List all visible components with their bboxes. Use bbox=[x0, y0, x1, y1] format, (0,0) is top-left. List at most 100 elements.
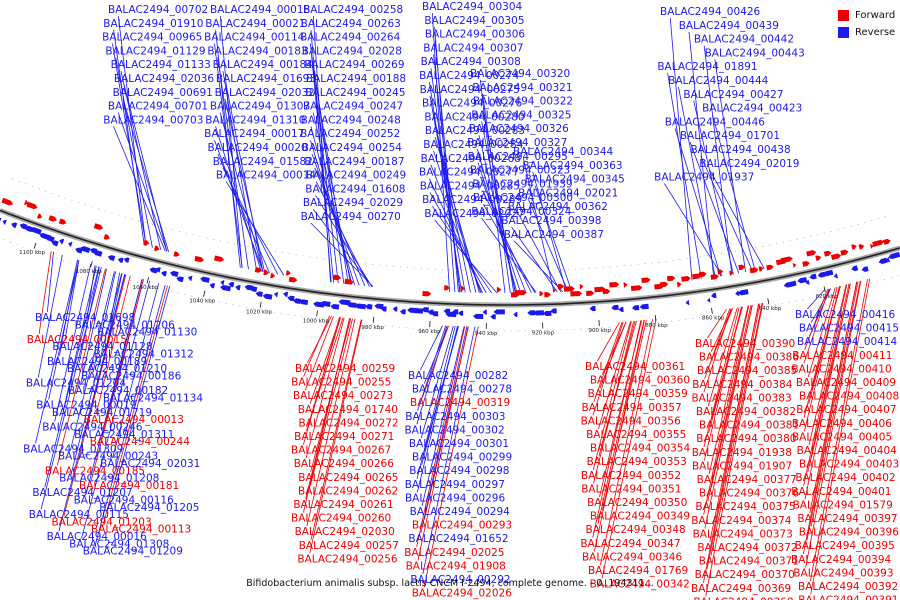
scale-tick-label: 1000 kbp bbox=[303, 318, 329, 324]
legend-reverse-swatch bbox=[838, 27, 849, 38]
scale-tick-mark bbox=[654, 314, 657, 322]
gene-leader-line bbox=[416, 326, 456, 479]
gene-arrow bbox=[320, 300, 331, 307]
gene-label: BALAC2494_00021 bbox=[205, 18, 305, 30]
gene-label: BALAC2494_00299 bbox=[412, 452, 512, 464]
gene-arrow bbox=[666, 275, 676, 282]
gene-label: BALAC2494_00381 bbox=[699, 420, 799, 432]
gene-label: BALAC2494_00256 bbox=[297, 553, 398, 565]
scale-tick-label: 920 kbp bbox=[532, 330, 555, 336]
gene-arrow bbox=[851, 265, 859, 272]
gene-label: BALAC2494_01310 bbox=[205, 114, 305, 126]
scale-tick-label: 940 kbp bbox=[475, 331, 498, 337]
gene-arrow bbox=[374, 303, 384, 310]
gene-arrow bbox=[869, 243, 874, 249]
gene-leader-line bbox=[803, 288, 830, 364]
gene-label: BALAC2494_01937 bbox=[654, 172, 754, 184]
gene-arrow bbox=[249, 286, 258, 293]
gene-arrow bbox=[107, 255, 116, 261]
gene-leader-line bbox=[598, 321, 631, 430]
gene-leader-line bbox=[592, 320, 642, 538]
gene-label: BALAC2494_00371 bbox=[699, 556, 799, 568]
gene-leader-line bbox=[123, 84, 168, 252]
gene-arrow bbox=[758, 266, 764, 272]
gene-label: BALAC2494_01308 bbox=[69, 538, 169, 550]
gene-leader-line bbox=[703, 307, 740, 447]
gene-label: BALAC2494_02025 bbox=[404, 547, 504, 559]
gene-leader-line bbox=[38, 251, 52, 334]
gene-label: BALAC2494_01208 bbox=[59, 473, 159, 485]
gene-label: BALAC2494_00344 bbox=[513, 146, 614, 158]
gene-label: BALAC2494_00278 bbox=[412, 384, 512, 396]
legend-forward-swatch bbox=[838, 10, 849, 21]
gene-label: BALAC2494_00391 bbox=[798, 595, 898, 600]
gene-leader-line bbox=[95, 275, 131, 415]
gene-leader-line bbox=[63, 274, 127, 517]
gene-label: BALAC2494_01907 bbox=[692, 460, 792, 472]
gene-leader-line bbox=[122, 98, 170, 252]
gene-label: BALAC2494_01698 bbox=[35, 312, 135, 324]
gene-leader-line bbox=[810, 280, 861, 527]
gene-label: BALAC2494_00261 bbox=[293, 499, 393, 511]
gene-leader-line bbox=[703, 306, 742, 461]
gene-label: BALAC2494_00369 bbox=[691, 583, 791, 595]
gene-label: BALAC2494_00260 bbox=[291, 513, 391, 525]
gene-label: BALAC2494_00357 bbox=[582, 402, 682, 414]
gene-arrow bbox=[496, 287, 502, 293]
gene-leader-line bbox=[56, 268, 106, 466]
gene-arrow bbox=[444, 285, 450, 291]
scale-tick-label: 1020 kbp bbox=[246, 310, 272, 316]
scale-tick-mark bbox=[711, 307, 713, 314]
gene-leader-line bbox=[306, 318, 356, 527]
gene-label: BALAC2494_00273 bbox=[293, 390, 393, 402]
gene-label: BALAC2494_00188 bbox=[306, 73, 406, 85]
gene-leader-line bbox=[601, 318, 657, 579]
gene-leader-line bbox=[593, 320, 635, 484]
gene-arrow bbox=[611, 304, 619, 311]
gene-leader-line bbox=[214, 43, 243, 269]
gene-label: BALAC2494_01204 bbox=[26, 378, 127, 390]
gene-label: BALAC2494_00252 bbox=[300, 128, 400, 140]
gene-label: BALAC2494_00254 bbox=[302, 142, 403, 154]
legend-reverse: Reverse bbox=[838, 24, 895, 41]
gene-label: BALAC2494_01910 bbox=[103, 18, 203, 30]
scale-tick-label: 980 kbp bbox=[361, 325, 384, 331]
gene-label: BALAC2494_00282 bbox=[408, 370, 508, 382]
gene-label: BALAC2494_00965 bbox=[102, 32, 202, 44]
gene-arrow bbox=[143, 239, 150, 246]
scale-tick-label: 1080 kbp bbox=[76, 269, 102, 275]
gene-leader-line bbox=[94, 284, 166, 546]
legend-reverse-label: Reverse bbox=[855, 27, 896, 38]
gene-leader-line bbox=[48, 260, 80, 400]
gene-arrow bbox=[570, 291, 583, 297]
gene-label: BALAC2494_01769 bbox=[588, 565, 688, 577]
scale-tick-label: 1040 kbp bbox=[189, 298, 215, 304]
gene-leader-line bbox=[706, 303, 761, 570]
gene-arrow bbox=[235, 285, 241, 291]
gene-label: BALAC2494_00243 bbox=[58, 451, 158, 463]
scale-tick-label: 840 kbp bbox=[759, 306, 782, 312]
gene-label: BALAC2494_00703 bbox=[103, 114, 203, 126]
gene-label: BALAC2494_00410 bbox=[791, 363, 891, 375]
gene-label: BALAC2494_00257 bbox=[299, 540, 399, 552]
gene-label: BALAC2494_00374 bbox=[691, 515, 792, 527]
gene-arrow bbox=[458, 310, 464, 316]
gene-leader-line bbox=[592, 321, 632, 470]
gene-label: BALAC2494_00355 bbox=[586, 429, 686, 441]
gene-arrow bbox=[288, 276, 298, 283]
gene-label: BALAC2494_02029 bbox=[303, 197, 403, 209]
scale-ticks: 1100 kbp 1080 kbp 1060 kbp 1040 kbp 1020 kbp… bbox=[19, 242, 838, 337]
gene-leader-line bbox=[481, 121, 516, 294]
gene-leader-line bbox=[432, 205, 492, 294]
scale-tick-label: 900 kbp bbox=[588, 328, 611, 334]
gene-label: BALAC2494_00372 bbox=[697, 542, 797, 554]
gene-leader-line bbox=[806, 281, 859, 541]
gene-arrow bbox=[365, 304, 373, 310]
gene-label: BALAC2494_00293 bbox=[412, 520, 512, 532]
gene-arrow bbox=[817, 271, 826, 278]
gene-label: BALAC2494_01130 bbox=[97, 327, 197, 339]
gene-arrow bbox=[482, 309, 487, 315]
gene-leader-line bbox=[667, 73, 702, 280]
gene-label: BALAC2494_00185 bbox=[45, 465, 145, 477]
gene-arrow bbox=[452, 309, 459, 315]
